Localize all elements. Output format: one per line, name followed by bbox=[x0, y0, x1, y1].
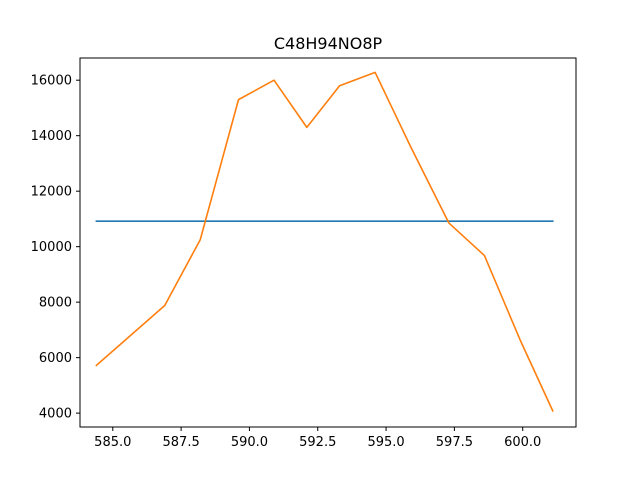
y-tick-label: 4000 bbox=[39, 407, 72, 422]
y-tick-label: 6000 bbox=[39, 351, 72, 366]
series-2-point bbox=[339, 85, 341, 87]
series-2-point bbox=[484, 255, 486, 257]
x-tick-label: 587.5 bbox=[163, 435, 200, 450]
series-2-point bbox=[410, 146, 412, 148]
x-tick-label: 595.0 bbox=[367, 435, 404, 450]
x-axis: 585.0 587.5 590.0 592.5 595.0 597.5 600.0 bbox=[94, 427, 541, 450]
series-2-point bbox=[448, 222, 450, 224]
series-2-point bbox=[273, 79, 275, 81]
x-tick-label: 590.0 bbox=[231, 435, 268, 450]
x-tick-label: 592.5 bbox=[299, 435, 336, 450]
plot-frame bbox=[79, 57, 577, 428]
x-tick-label: 600.0 bbox=[504, 435, 541, 450]
series-2-point bbox=[199, 239, 201, 241]
y-axis: 4000 6000 8000 10000 12000 14000 16000 bbox=[31, 74, 80, 422]
y-tick-label: 10000 bbox=[31, 240, 72, 255]
chart-title: C48H94NO8P bbox=[274, 34, 383, 53]
x-tick-label: 585.0 bbox=[94, 435, 131, 450]
y-tick-label: 12000 bbox=[31, 185, 72, 200]
series-2-point bbox=[164, 305, 166, 307]
series-2-point bbox=[519, 339, 521, 341]
series-1-point bbox=[552, 220, 554, 222]
series-2-point bbox=[552, 410, 554, 412]
series-2-point bbox=[96, 365, 98, 367]
series-line-2 bbox=[95, 71, 554, 412]
series-layer bbox=[95, 71, 554, 412]
series-2-point bbox=[238, 99, 240, 101]
y-tick-label: 14000 bbox=[31, 129, 72, 144]
series-1-point bbox=[96, 220, 98, 222]
series-2-point bbox=[374, 72, 376, 74]
series-2-point bbox=[306, 127, 308, 129]
x-tick-label: 597.5 bbox=[436, 435, 473, 450]
y-tick-label: 8000 bbox=[39, 296, 72, 311]
y-tick-label: 16000 bbox=[31, 74, 72, 89]
